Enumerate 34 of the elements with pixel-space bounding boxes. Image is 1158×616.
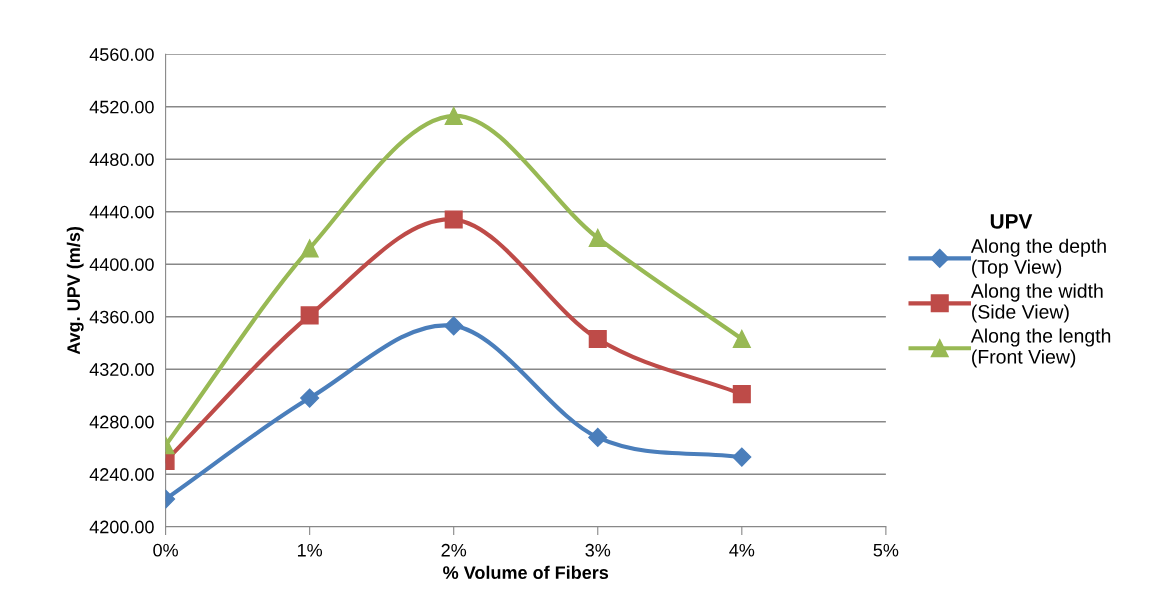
legend-title: UPV (990, 214, 1033, 229)
point (300, 239, 319, 258)
point (588, 427, 608, 447)
y-tick-label: 4320.00 (89, 363, 154, 376)
y-tick-label: 4440.00 (89, 205, 154, 219)
point (732, 447, 752, 467)
point (444, 106, 463, 125)
y-tick-label: 4360.00 (89, 310, 154, 324)
point (300, 388, 320, 408)
legend-label: Along the width (Side View) (970, 283, 1103, 323)
x-axis-title: % Volume of Fibers (443, 565, 609, 579)
point (588, 329, 607, 349)
y-tick-label: 4480.00 (89, 153, 154, 166)
y-tick-label: 4520.00 (89, 100, 154, 114)
x-tick-label: 0% (153, 543, 178, 557)
y-tick-label: 4560.00 (89, 48, 154, 61)
y-tick-label: 4240.00 (89, 468, 154, 481)
point (444, 316, 464, 336)
point (732, 329, 751, 349)
legend-label: Along the length (Front View) (970, 328, 1111, 368)
point (444, 210, 463, 229)
point (732, 385, 751, 404)
y-axis-title: Avg. UPV (m/s) (66, 226, 84, 355)
x-tick-label: 3% (585, 543, 611, 557)
y-tick-label: 4280.00 (89, 415, 154, 429)
x-tick-label: 2% (441, 543, 467, 557)
y-tick-label: 4400.00 (89, 258, 154, 271)
x-tick-label: 5% (873, 543, 899, 557)
x-tick-label: 4% (729, 543, 755, 557)
y-tick-label: 4200.00 (89, 520, 154, 534)
point (300, 306, 319, 325)
point (588, 228, 607, 247)
x-tick-label: 1% (297, 543, 323, 557)
legend-label: Along the depth (Top View) (970, 238, 1106, 278)
